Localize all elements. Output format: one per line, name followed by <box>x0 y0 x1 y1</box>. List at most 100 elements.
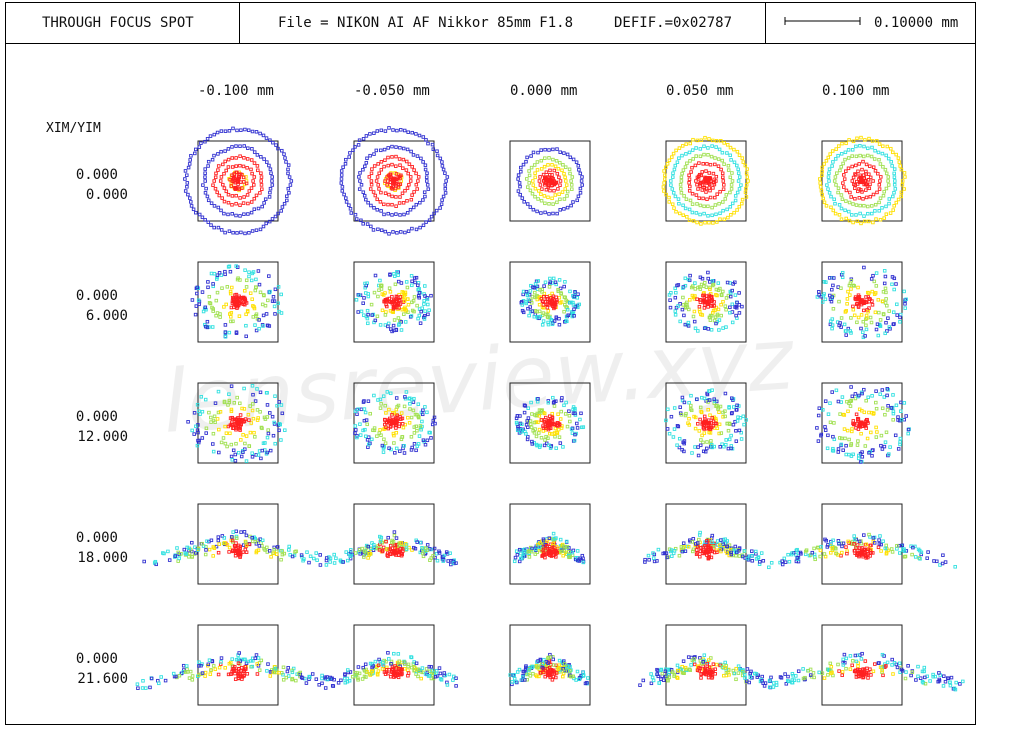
spot-point <box>218 312 222 316</box>
spot-point <box>836 186 841 190</box>
spot-point <box>368 132 372 136</box>
spot-point <box>722 141 726 145</box>
spot-point <box>410 300 414 305</box>
spot-point <box>562 309 566 314</box>
spot-point <box>687 181 691 185</box>
spot-point <box>569 183 574 187</box>
spot-point <box>344 157 348 162</box>
spot-point <box>711 186 715 190</box>
spot-point <box>254 312 259 316</box>
spot-point <box>397 322 402 326</box>
spot-point <box>425 548 430 552</box>
spot-point <box>724 671 729 675</box>
spot-point <box>706 556 711 560</box>
spot-point <box>729 550 733 555</box>
spot-point <box>284 675 289 680</box>
spot-point <box>889 160 893 164</box>
spot-point <box>717 328 721 332</box>
spot-point <box>517 667 522 672</box>
spot-point <box>863 547 867 552</box>
spot-point <box>568 171 572 176</box>
spot-point <box>276 211 280 216</box>
spot-point <box>345 676 350 681</box>
spot-point <box>664 418 668 423</box>
spot-point <box>538 288 542 292</box>
spot-point <box>691 137 695 142</box>
spot-point <box>362 669 367 673</box>
spot-point <box>217 542 221 546</box>
spot-point <box>376 227 380 232</box>
spot-point <box>255 662 259 666</box>
spot-point <box>790 551 794 555</box>
spot-point <box>245 166 249 170</box>
spot-point <box>287 175 292 179</box>
spot-point <box>373 659 378 664</box>
spot-point <box>710 540 714 544</box>
spot-point <box>553 164 558 169</box>
spot-point <box>549 550 553 554</box>
spot-point <box>320 673 324 678</box>
spot-point <box>260 538 265 543</box>
spot-point <box>853 551 857 555</box>
spot-point <box>242 530 247 534</box>
spot-point <box>686 545 691 549</box>
spot-point <box>830 546 835 550</box>
spot-point <box>354 298 359 302</box>
spot-point <box>241 201 246 205</box>
spot-point <box>708 413 712 417</box>
spot-point <box>213 420 217 424</box>
spot-point <box>686 277 691 282</box>
spot-point <box>357 138 362 142</box>
spot-point <box>543 156 547 160</box>
spot-point <box>571 200 575 204</box>
field-yim-label: 18.000 <box>77 550 128 566</box>
spot-point <box>709 439 713 443</box>
spot-point <box>694 146 698 150</box>
spot-point <box>862 387 866 392</box>
spot-point <box>562 284 566 289</box>
spot-point <box>344 196 348 200</box>
spot-point <box>884 153 888 158</box>
spot-point <box>712 444 716 449</box>
spot-point <box>265 545 269 550</box>
spot-point <box>729 158 733 162</box>
spot-point <box>832 276 836 280</box>
spot-point <box>578 556 582 561</box>
spot-point <box>249 421 254 425</box>
spot-point <box>547 285 552 289</box>
field-xim-label: 0.000 <box>76 288 118 304</box>
spot-point <box>672 206 676 210</box>
spot-point <box>227 129 232 133</box>
spot-point <box>552 304 556 309</box>
spot-point <box>447 672 452 677</box>
spot-point <box>244 550 249 554</box>
spot-point <box>412 545 416 550</box>
spot-point <box>668 305 673 310</box>
spot-point <box>676 197 681 201</box>
spot-point <box>818 554 822 559</box>
spot-point <box>695 545 700 549</box>
spot-point <box>544 187 549 192</box>
spot-point <box>663 173 667 177</box>
spot-point <box>671 171 675 175</box>
spot-point <box>683 276 688 281</box>
spot-point <box>556 167 561 171</box>
spot-point <box>687 173 691 178</box>
spot-point <box>317 683 321 687</box>
spot-point <box>234 330 239 334</box>
field-yim-label: 6.000 <box>86 308 128 324</box>
spot-point <box>895 302 899 307</box>
spot-point <box>910 670 915 674</box>
spot-point <box>857 674 862 679</box>
spot-point <box>213 175 218 180</box>
spot-point <box>716 288 721 292</box>
spot-point <box>536 666 540 670</box>
spot-point <box>290 670 295 675</box>
spot-point <box>208 134 213 138</box>
spot-point <box>698 147 703 151</box>
spot-point <box>270 414 275 419</box>
spot-point <box>585 680 589 685</box>
spot-point <box>704 190 708 194</box>
spot-point <box>846 326 851 331</box>
spot-point <box>562 549 566 553</box>
